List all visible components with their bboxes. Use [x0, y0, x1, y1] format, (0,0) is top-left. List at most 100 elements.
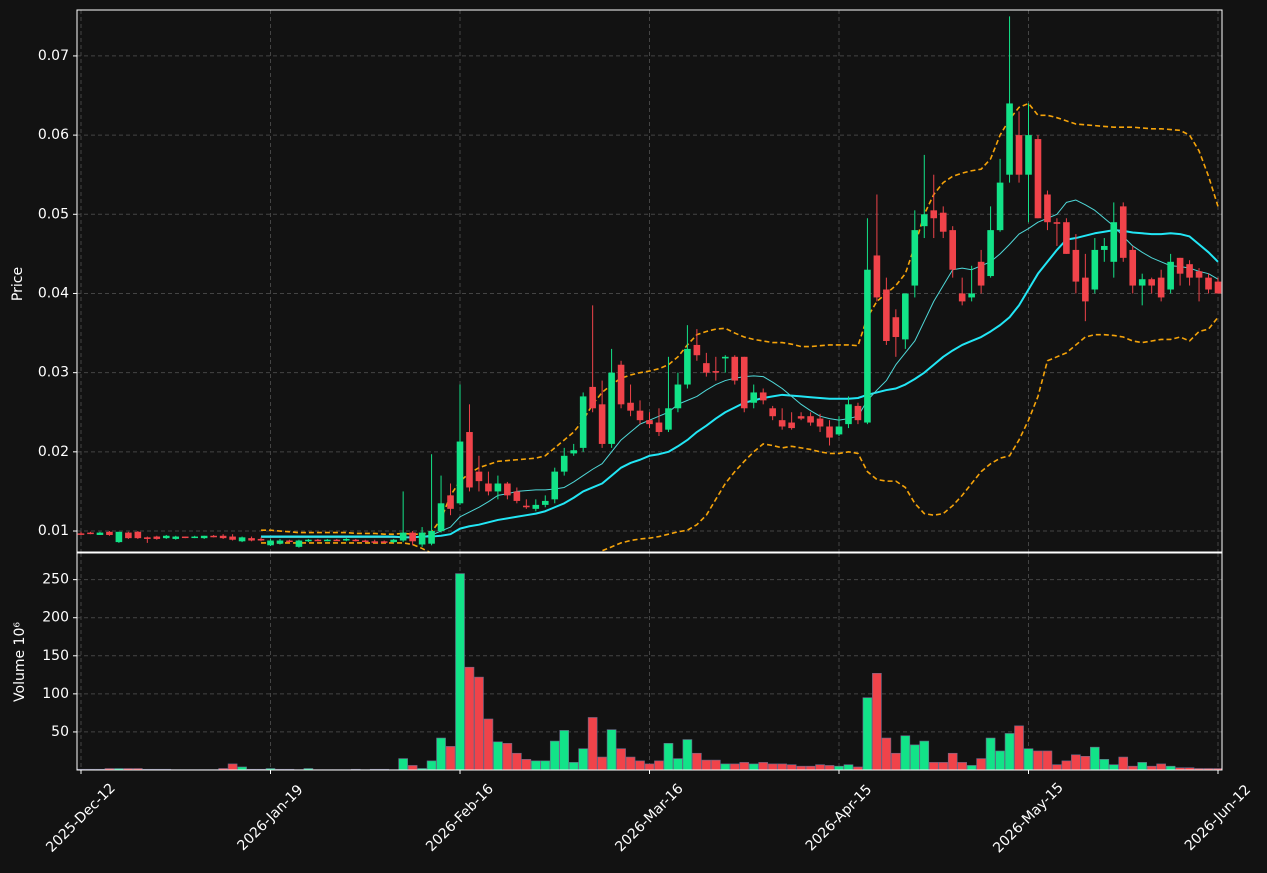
- candle-body: [835, 426, 843, 435]
- candle-body: [1044, 194, 1051, 223]
- candle-body: [125, 532, 132, 539]
- volume-bar: [805, 765, 816, 770]
- volume-bar: [530, 760, 541, 770]
- candle-body: [257, 538, 265, 541]
- candle-body: [949, 230, 956, 270]
- candle-body: [845, 404, 852, 425]
- candle-body: [418, 532, 426, 545]
- volume-bar: [1090, 746, 1100, 770]
- volume-bar: [625, 756, 636, 770]
- volume-bar: [1118, 756, 1129, 770]
- candle-body: [1214, 281, 1222, 294]
- candle-body: [248, 538, 255, 541]
- candle-body: [1091, 249, 1099, 290]
- volume-bar: [1061, 760, 1072, 770]
- candle-body: [589, 386, 596, 409]
- candle-body: [740, 356, 748, 409]
- candle-body: [684, 348, 691, 385]
- candle-body: [1167, 261, 1174, 290]
- candle-body: [665, 408, 672, 430]
- candle-body: [1063, 222, 1070, 254]
- candle-body: [826, 426, 833, 438]
- candle-body: [807, 416, 814, 423]
- volume-bar: [597, 756, 607, 770]
- candle-body: [134, 531, 142, 539]
- volume-bar: [407, 765, 418, 770]
- volume-bar: [947, 752, 958, 770]
- candle-body: [996, 182, 1004, 231]
- volume-bar: [995, 750, 1005, 770]
- candle-body: [1082, 277, 1089, 302]
- volume-bar: [616, 748, 626, 770]
- candle-body: [466, 432, 473, 488]
- candles: [77, 16, 1222, 548]
- candle-body: [750, 392, 758, 403]
- y-tick-label: 0.06: [38, 127, 69, 143]
- candle-body: [106, 531, 113, 535]
- candle-body: [930, 210, 938, 219]
- candle-body: [598, 404, 606, 444]
- volume-bar: [966, 765, 977, 770]
- candle-body: [504, 483, 511, 496]
- volume-bar: [938, 762, 949, 770]
- candle-body: [939, 212, 947, 232]
- candle-body: [115, 531, 123, 543]
- candle-body: [854, 405, 862, 421]
- candle-body: [920, 214, 928, 227]
- volume-bar: [729, 763, 740, 770]
- volume-bar: [767, 763, 778, 770]
- candle-body: [892, 317, 900, 338]
- candle-body: [219, 535, 227, 539]
- candle-body: [475, 471, 483, 482]
- indicator-line: [261, 316, 1219, 552]
- volume-bar: [455, 573, 465, 770]
- candle-body: [1006, 103, 1013, 175]
- volume-bar: [663, 743, 674, 770]
- candle-body: [305, 539, 312, 542]
- candle-body: [352, 539, 360, 542]
- volume-bar: [493, 741, 503, 770]
- volume-bar: [1004, 733, 1015, 770]
- candle-body: [712, 371, 720, 373]
- candle-body: [693, 344, 701, 356]
- volume-bar: [739, 762, 750, 770]
- volume-bar: [796, 765, 806, 770]
- candle-body: [96, 532, 104, 535]
- candle-body: [902, 293, 909, 340]
- y-axis-label: Price: [10, 267, 26, 301]
- volume-bar: [578, 748, 588, 770]
- candle-body: [1195, 271, 1203, 278]
- volume-bar: [748, 763, 759, 770]
- volume-bar: [227, 763, 238, 770]
- volume-bar: [957, 762, 967, 770]
- candle-body: [181, 536, 189, 539]
- volume-grid: [77, 553, 1222, 770]
- volume-bar: [720, 763, 731, 770]
- volume-bar: [512, 752, 522, 770]
- candle-body: [636, 410, 644, 421]
- price-frame: [76, 9, 1223, 553]
- candle-body: [229, 536, 236, 540]
- candle-body: [627, 402, 634, 411]
- y-axis-label: Volume 10⁶: [12, 622, 28, 702]
- y-tick-label: 0.03: [38, 365, 69, 381]
- volume-bar: [436, 737, 446, 770]
- candle-body: [883, 289, 890, 341]
- y-tick-label: 50: [51, 724, 69, 740]
- volume-bar: [1146, 765, 1157, 770]
- candle-body: [191, 536, 198, 539]
- volume-bar: [1023, 748, 1034, 770]
- y-tick-label: 0.01: [38, 523, 69, 539]
- candle-body: [873, 255, 881, 298]
- candle-body: [655, 422, 663, 433]
- candle-body: [456, 441, 464, 504]
- volume-bar: [673, 758, 683, 770]
- candle-body: [646, 420, 653, 425]
- candle-body: [797, 416, 805, 419]
- y-tick-label: 250: [42, 572, 69, 588]
- volume-bar: [1099, 759, 1110, 770]
- volume-bar: [1052, 764, 1062, 770]
- volume-bar: [568, 762, 579, 770]
- candle-body: [390, 539, 397, 543]
- candle-body: [703, 363, 710, 373]
